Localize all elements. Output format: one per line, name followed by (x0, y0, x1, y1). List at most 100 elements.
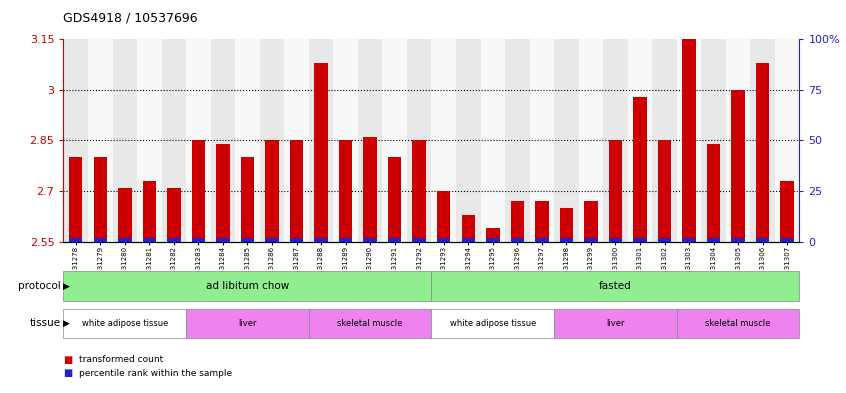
Bar (511, 238, 524, 242)
Bar (536, 201, 548, 242)
Text: ■: ■ (63, 368, 73, 378)
Bar (707, 238, 720, 242)
Bar (732, 238, 744, 242)
Bar (726, 39, 750, 242)
Bar (217, 238, 229, 242)
Text: skeletal muscle: skeletal muscle (706, 319, 771, 328)
Bar (756, 238, 769, 242)
Bar (781, 238, 794, 242)
Text: protocol: protocol (18, 281, 61, 291)
Bar (530, 39, 554, 242)
Text: GDS4918 / 10537696: GDS4918 / 10537696 (63, 12, 198, 25)
Bar (407, 39, 431, 242)
Bar (701, 39, 726, 242)
Bar (63, 39, 88, 242)
Bar (750, 39, 775, 242)
Bar (775, 39, 799, 242)
Bar (652, 39, 677, 242)
Bar (388, 238, 401, 242)
Text: ■: ■ (63, 354, 73, 365)
Text: white adipose tissue: white adipose tissue (449, 319, 536, 328)
Bar (69, 157, 82, 242)
Bar (192, 238, 205, 242)
Bar (382, 39, 407, 242)
Bar (94, 238, 107, 242)
Bar (266, 238, 278, 242)
Bar (658, 140, 671, 242)
Bar (505, 39, 530, 242)
Text: ▶: ▶ (63, 281, 69, 290)
Text: percentile rank within the sample: percentile rank within the sample (79, 369, 232, 378)
Bar (560, 208, 573, 242)
Bar (634, 97, 646, 242)
Bar (88, 39, 113, 242)
Bar (364, 238, 376, 242)
Text: fasted: fasted (599, 281, 632, 291)
Bar (186, 39, 211, 242)
Bar (634, 238, 646, 242)
Bar (284, 39, 309, 242)
Bar (585, 238, 597, 242)
Bar (235, 39, 260, 242)
Bar (732, 90, 744, 242)
Bar (431, 39, 456, 242)
Bar (69, 238, 82, 242)
Bar (413, 140, 426, 242)
Bar (585, 201, 597, 242)
Bar (315, 238, 327, 242)
Bar (339, 238, 352, 242)
Bar (628, 39, 652, 242)
Bar (481, 39, 505, 242)
Bar (579, 39, 603, 242)
Bar (333, 39, 358, 242)
Bar (462, 215, 475, 242)
Bar (192, 140, 205, 242)
Bar (609, 238, 622, 242)
Bar (388, 157, 401, 242)
Bar (290, 238, 303, 242)
Text: ad libitum chow: ad libitum chow (206, 281, 289, 291)
Bar (241, 238, 254, 242)
Bar (260, 39, 284, 242)
Bar (162, 39, 186, 242)
Bar (554, 39, 579, 242)
Bar (143, 181, 156, 242)
Bar (143, 238, 156, 242)
Bar (211, 39, 235, 242)
Bar (683, 22, 695, 242)
Bar (756, 63, 769, 242)
Bar (437, 238, 450, 242)
Bar (707, 144, 720, 242)
Text: tissue: tissue (30, 318, 61, 328)
Bar (536, 238, 548, 242)
Bar (437, 191, 450, 242)
Bar (168, 238, 180, 242)
Text: transformed count: transformed count (79, 355, 163, 364)
Bar (118, 238, 131, 242)
Bar (339, 140, 352, 242)
Bar (560, 238, 573, 242)
Bar (94, 157, 107, 242)
Bar (118, 188, 131, 242)
Bar (462, 238, 475, 242)
Bar (364, 137, 376, 242)
Bar (217, 144, 229, 242)
Bar (677, 39, 701, 242)
Bar (486, 238, 499, 242)
Bar (486, 228, 499, 242)
Bar (309, 39, 333, 242)
Bar (658, 238, 671, 242)
Bar (113, 39, 137, 242)
Bar (781, 181, 794, 242)
Bar (603, 39, 628, 242)
Bar (609, 140, 622, 242)
Bar (683, 238, 695, 242)
Bar (168, 188, 180, 242)
Text: skeletal muscle: skeletal muscle (338, 319, 403, 328)
Bar (456, 39, 481, 242)
Bar (266, 140, 278, 242)
Bar (241, 157, 254, 242)
Bar (315, 63, 327, 242)
Bar (413, 238, 426, 242)
Text: ▶: ▶ (63, 319, 69, 328)
